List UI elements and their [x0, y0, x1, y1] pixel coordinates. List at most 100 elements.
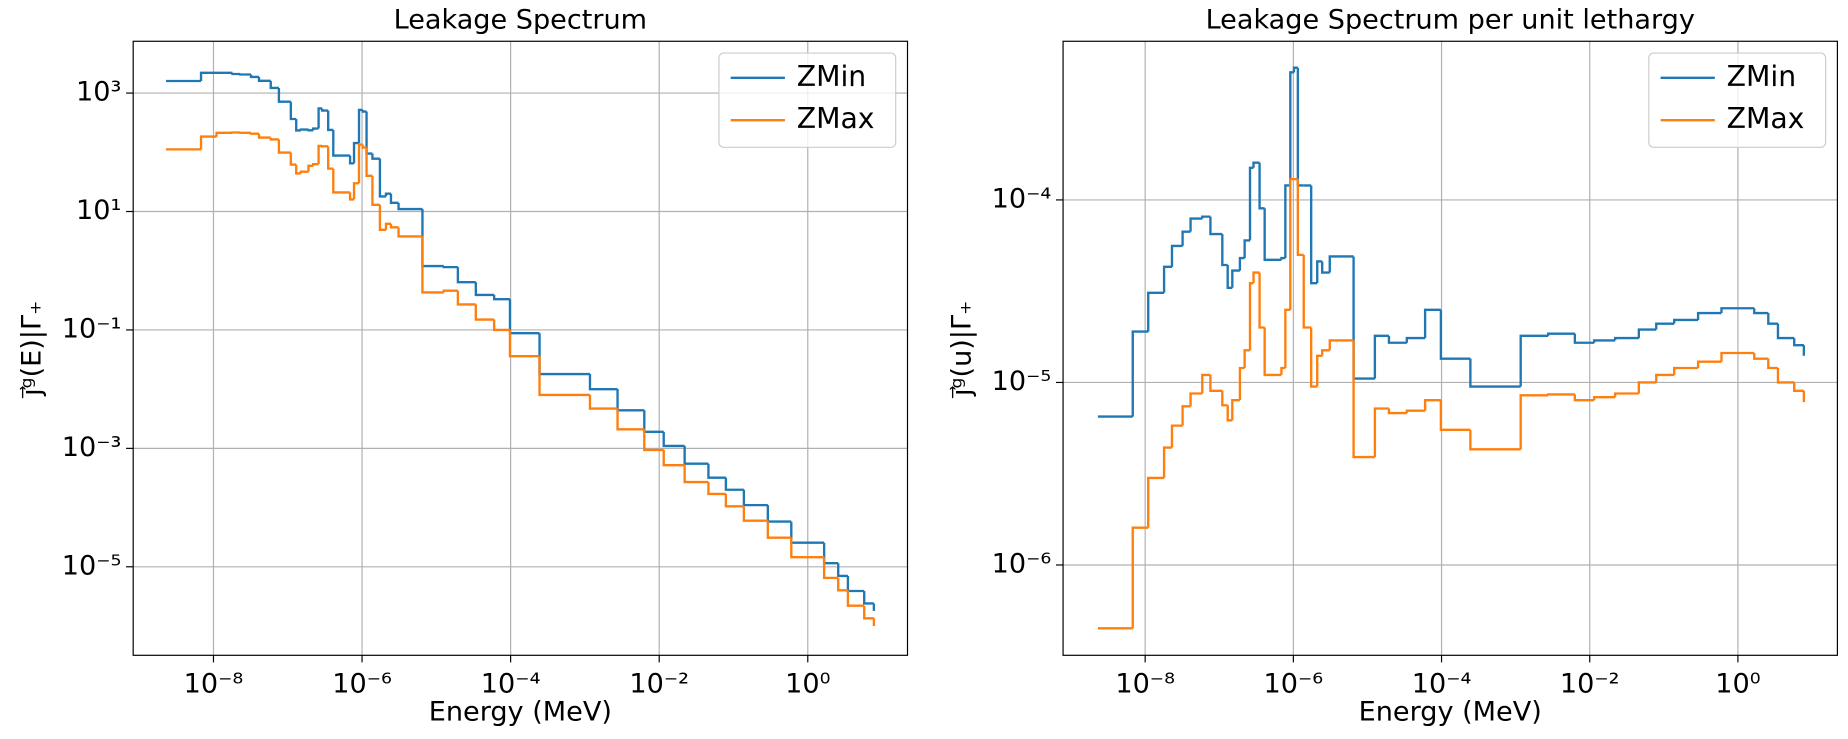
step-segment — [1201, 373, 1211, 394]
step-segment — [474, 304, 495, 321]
step-segment — [231, 72, 241, 76]
step-segment — [1373, 334, 1389, 379]
step-segment — [371, 153, 380, 160]
step-segment — [1238, 366, 1245, 401]
step-segment — [1352, 340, 1375, 459]
step-segment — [1405, 336, 1426, 343]
step-segment — [790, 537, 825, 559]
step-segment — [1258, 162, 1265, 210]
step-segment — [846, 575, 865, 593]
step-segment — [348, 155, 355, 165]
step-segment — [1547, 332, 1575, 336]
step-segment — [707, 482, 726, 496]
step-segment — [365, 111, 373, 155]
y-axis-label: j⃗ᵍ(u)|Γ₊ — [946, 301, 977, 399]
y-tick-label: 10⁻⁶ — [992, 548, 1052, 579]
step-segment — [1263, 208, 1282, 261]
step-segment — [1231, 398, 1240, 421]
step-segment — [378, 158, 386, 198]
step-segment — [352, 182, 360, 200]
step-segment — [249, 74, 259, 79]
step-segment — [1231, 269, 1240, 288]
step-segment — [1573, 394, 1595, 402]
legend-label: ZMax — [797, 102, 875, 135]
step-segment — [352, 141, 360, 164]
step-segment — [1673, 318, 1699, 324]
step-segment — [1292, 66, 1298, 73]
step-segment — [365, 147, 373, 178]
step-segment — [1423, 398, 1441, 411]
step-segment — [1284, 184, 1291, 259]
step-segment — [1696, 311, 1722, 320]
step-segment — [277, 139, 291, 154]
step-segment — [1655, 373, 1675, 383]
step-segment — [1767, 358, 1778, 370]
step-segment — [421, 209, 444, 268]
step-segment — [1573, 333, 1595, 344]
step-segment — [508, 329, 540, 358]
step-segment — [1252, 161, 1260, 168]
x-tick-label: 10⁰ — [1715, 668, 1760, 699]
step-segment — [1593, 396, 1616, 401]
step-segment — [1439, 400, 1471, 432]
step-segment — [707, 463, 726, 479]
legend: ZMin ZMax — [718, 52, 897, 148]
step-segment — [421, 236, 444, 294]
axes: 10⁻⁸ 10⁻⁶ 10⁻⁴ 10⁻² 10⁰ 10⁻⁶ 10⁻⁵ 10⁻⁴ Leakage S… — [946, 5, 1838, 728]
step-segment — [662, 449, 685, 467]
x-tick-label: 10⁻⁶ — [332, 668, 392, 699]
step-segment — [863, 591, 874, 605]
step-segment — [1162, 446, 1172, 478]
y-tick-label: 10⁻⁴ — [992, 183, 1052, 214]
legend-label: ZMax — [1727, 102, 1805, 135]
step-segment — [384, 222, 391, 230]
y-axis-label: j⃗ᵍ(E)|Γ₊ — [17, 301, 48, 399]
step-segment — [1387, 335, 1407, 344]
step-segment — [1673, 366, 1699, 375]
step-segment — [215, 131, 233, 137]
step-segment — [332, 168, 351, 194]
step-segment — [662, 431, 685, 448]
step-segment — [456, 290, 476, 306]
step-segment — [742, 506, 768, 522]
step-segment — [269, 80, 279, 90]
axes: 10⁻⁸ 10⁻⁶ 10⁻⁴ 10⁻² 10⁰ 10⁻⁵ 10⁻³ 10⁻¹ 10¹ 10³ Lea… — [17, 5, 909, 728]
step-segment — [643, 410, 664, 434]
step-segment — [846, 590, 865, 607]
x-axis-label: Energy (MeV) — [1359, 697, 1542, 728]
step-segment — [1181, 405, 1191, 426]
step-segment — [327, 110, 334, 132]
legend-label: ZMin — [797, 60, 867, 93]
step-segment — [199, 71, 217, 81]
step-segment — [327, 146, 334, 170]
x-tick-label: 10⁻⁸ — [184, 668, 244, 699]
step-segment — [1296, 179, 1304, 257]
step-segment — [1767, 313, 1778, 325]
step-segment — [766, 505, 792, 523]
step-segment — [1309, 185, 1318, 285]
step-segment — [1469, 429, 1521, 451]
step-segment — [1720, 351, 1755, 362]
x-tick-label: 10⁻⁴ — [1412, 668, 1472, 699]
step-segment — [1280, 256, 1286, 260]
step-segment — [361, 144, 367, 149]
step-segment — [766, 520, 792, 539]
step-segment — [1469, 358, 1521, 388]
step-segment — [1316, 354, 1323, 387]
step-segment — [1221, 390, 1228, 407]
y-tick-label: 10¹ — [76, 195, 121, 226]
y-tick-label: 10⁻³ — [62, 432, 122, 463]
step-segment — [1613, 336, 1639, 341]
step-segment — [1352, 256, 1375, 380]
step-segment — [1637, 381, 1657, 394]
chart-title: Leakage Spectrum — [394, 5, 647, 36]
step-segment — [1776, 368, 1795, 384]
step-segment — [1243, 349, 1251, 369]
step-segment — [508, 299, 540, 335]
step-segment — [1201, 215, 1211, 219]
legend-label: ZMin — [1727, 60, 1797, 93]
step-segment — [1593, 339, 1616, 343]
step-segment — [1162, 265, 1172, 293]
step-segment — [384, 192, 391, 197]
